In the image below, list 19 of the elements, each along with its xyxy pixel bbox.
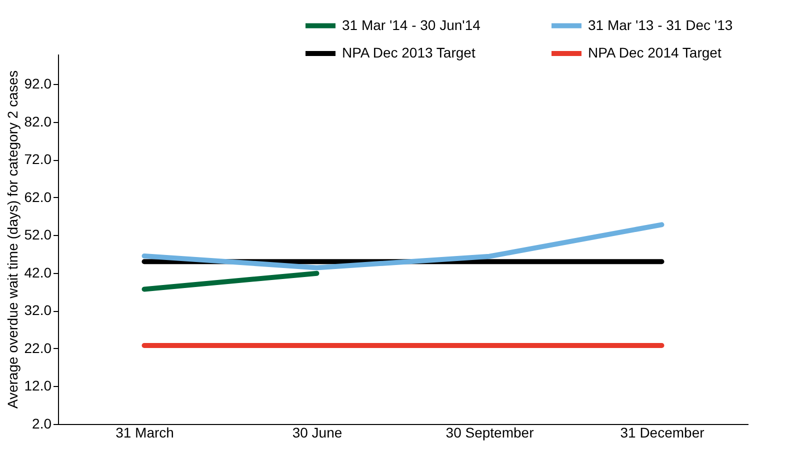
y-tick-label: 2.0 xyxy=(32,416,52,432)
y-tick-label: 12.0 xyxy=(24,378,52,394)
legend-label: NPA Dec 2014 Target xyxy=(588,44,722,60)
y-tick-label: 52.0 xyxy=(24,226,52,243)
x-tick-label: 30 June xyxy=(292,424,342,440)
legend-label: NPA Dec 2013 Target xyxy=(342,44,476,60)
x-tick-label: 31 December xyxy=(620,424,705,440)
y-tick-label: 72.0 xyxy=(24,151,52,168)
y-axis-title: Average overdue wait time (days) for category 2 cases xyxy=(4,70,20,409)
y-tick-label: 22.0 xyxy=(24,340,52,356)
y-tick-label: 32.0 xyxy=(24,302,52,318)
x-tick-label: 31 March xyxy=(116,424,174,440)
y-tick-label: 82.0 xyxy=(24,113,52,130)
legend-label: 31 Mar '13 - 31 Dec '13 xyxy=(588,16,733,33)
y-tick-label: 62.0 xyxy=(24,188,52,205)
x-tick-label: 30 September xyxy=(446,424,534,440)
y-tick-label: 92.0 xyxy=(24,76,52,92)
y-tick-label: 42.0 xyxy=(24,264,52,280)
legend-label: 31 Mar '14 - 30 Jun'14 xyxy=(342,16,481,33)
